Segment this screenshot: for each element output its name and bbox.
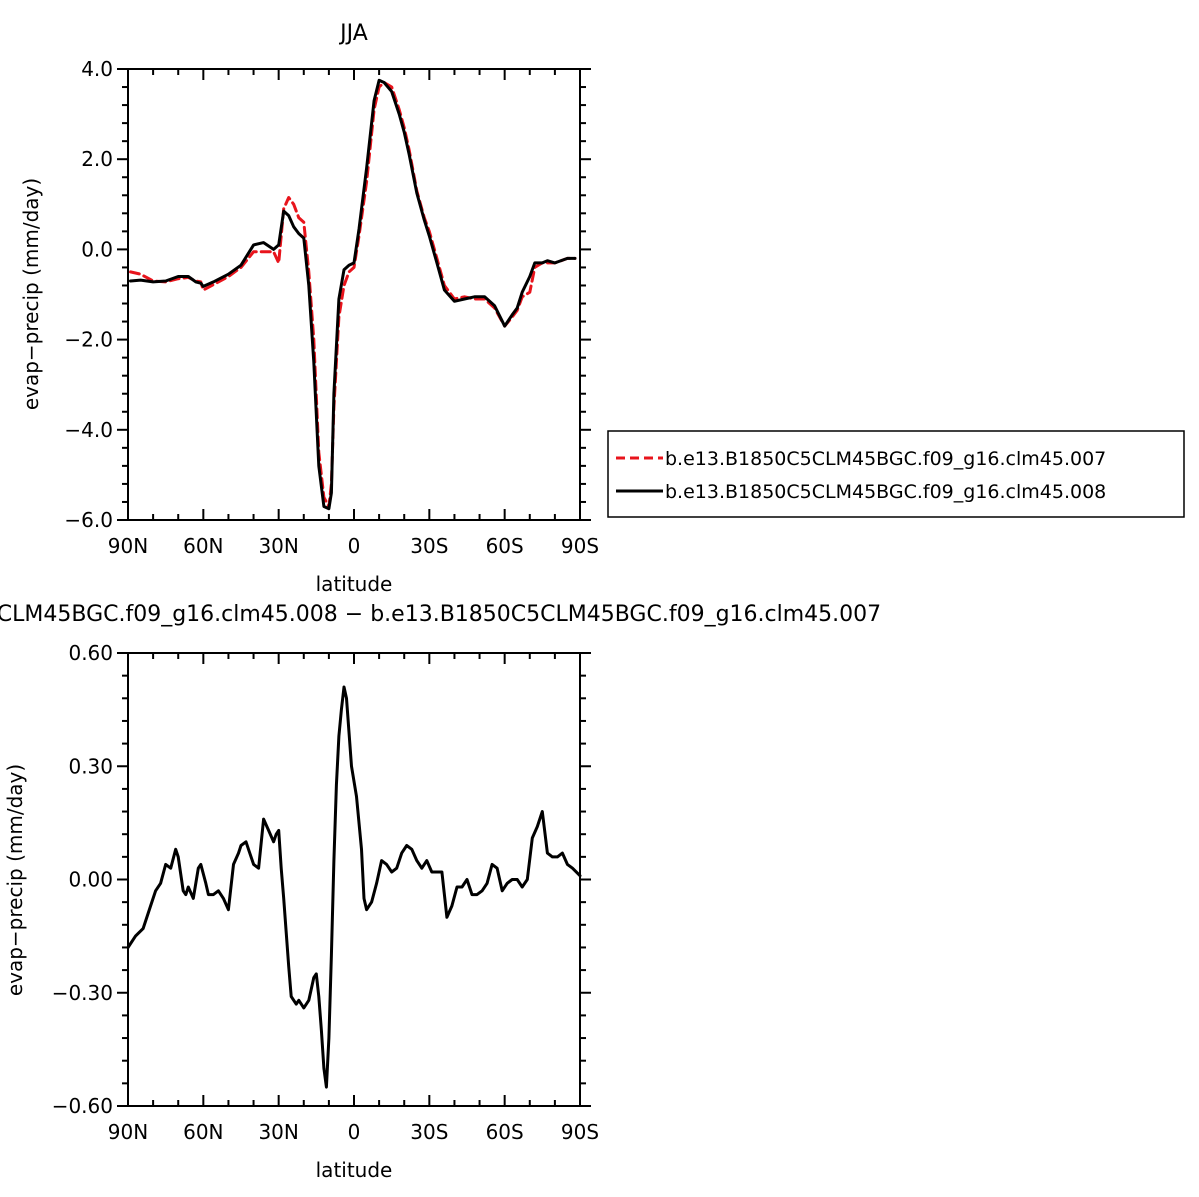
y-tick-label: 0.60 [68,641,113,665]
top-plot-frame [127,68,581,521]
y-tick-label: 4.0 [81,57,113,81]
y-tick-label: 0.00 [68,868,113,892]
series-line-1-1 [126,685,582,1089]
top-panel: JJA 90N 60N 30N 0 30S 60S 90S 4.0 2.0 0.0 −2.0 −4.0… [19,21,1185,596]
top-x-axis-label: latitude [316,572,393,596]
y-tick-label: 2.0 [81,147,113,171]
y-tick-label: −4.0 [64,418,113,442]
legend-label-series-1: b.e13.B1850C5CLM45BGC.f09_g16.clm45.007 [665,448,1106,470]
x-tick-label: 90S [561,1120,599,1144]
top-tick-group: 90N 60N 30N 0 30S 60S 90S 4.0 2.0 0.0 −2.0 −4.0 −6.0 [64,57,599,558]
series-line-0-2 [129,78,577,511]
legend: b.e13.B1850C5CLM45BGC.f09_g16.clm45.007 … [607,430,1185,518]
bottom-panel: b.e13.B1850C5CLM45BGC.f09_g16.clm45.008 … [0,602,881,1182]
bottom-chart-title: b.e13.B1850C5CLM45BGC.f09_g16.clm45.008 … [0,602,881,627]
x-tick-label: 90S [561,534,599,558]
y-tick-label: −0.30 [52,981,113,1005]
bottom-tick-group: 90N 60N 30N 0 30S 60S 90S 0.60 0.30 0.00 −0.30 −0.6… [52,641,599,1144]
legend-box [607,430,1185,518]
x-tick-label: 0 [348,1120,361,1144]
y-tick-label: 0.0 [81,237,113,261]
top-y-axis-label: evap−precip (mm/day) [19,178,43,410]
series-line-0-1 [129,81,577,508]
x-tick-label: 30S [410,534,448,558]
x-tick-label: 0 [348,534,361,558]
y-tick-label: −6.0 [64,508,113,532]
bottom-x-axis-label: latitude [316,1158,393,1182]
x-tick-label: 90N [108,1120,148,1144]
x-tick-label: 30N [258,534,298,558]
top-series-group [129,78,577,511]
x-tick-label: 30N [258,1120,298,1144]
x-tick-label: 60N [183,1120,223,1144]
x-tick-label: 60S [486,1120,524,1144]
bottom-y-axis-label: evap−precip (mm/day) [3,764,27,996]
bottom-series-group [126,685,582,1089]
x-tick-label: 60N [183,534,223,558]
y-tick-label: −2.0 [64,328,113,352]
x-tick-label: 30S [410,1120,448,1144]
x-tick-label: 60S [486,534,524,558]
top-chart-title: JJA [338,21,368,46]
y-tick-label: 0.30 [68,754,113,778]
x-tick-label: 90N [108,534,148,558]
legend-label-series-2: b.e13.B1850C5CLM45BGC.f09_g16.clm45.008 [665,481,1106,503]
y-tick-label: −0.60 [52,1094,113,1118]
